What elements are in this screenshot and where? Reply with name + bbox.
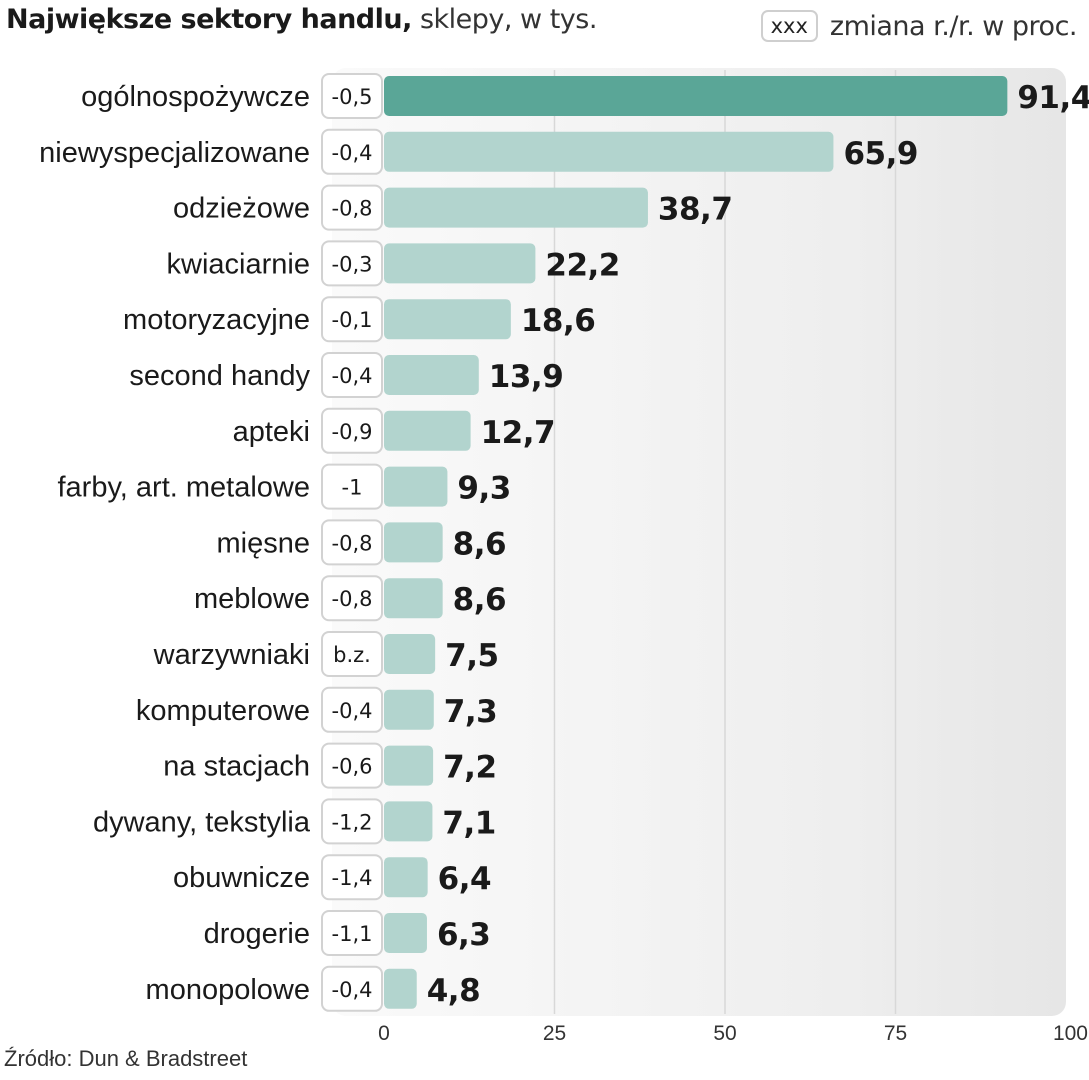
category-label: dywany, tekstylia: [93, 806, 311, 838]
change-value: -0,9: [332, 420, 373, 444]
bar: [384, 857, 428, 898]
change-value: -1,1: [332, 922, 373, 946]
category-label: second handy: [129, 360, 310, 392]
category-label: odzieżowe: [173, 193, 310, 225]
change-box: [321, 240, 383, 287]
category-label: obuwnicze: [173, 862, 310, 894]
x-tick-label: 50: [713, 1022, 736, 1045]
change-value: -1,2: [332, 810, 373, 834]
category-label: drogerie: [204, 918, 310, 950]
value-label: 65,9: [843, 136, 918, 172]
change-value: -1,4: [332, 866, 373, 890]
chart-title-bold: Największe sektory handlu,: [6, 4, 412, 35]
value-label: 6,4: [438, 861, 491, 897]
category-label: meblowe: [194, 583, 310, 615]
change-value: -0,4: [332, 364, 373, 388]
value-label: 7,1: [442, 805, 495, 841]
value-label: 7,3: [444, 694, 497, 730]
value-label: 91,4: [1017, 80, 1089, 116]
change-value: -0,8: [332, 531, 373, 555]
change-box: [321, 798, 383, 845]
source-note: Źródło: Dun & Bradstreet: [4, 1046, 248, 1071]
category-label: apteki: [233, 416, 310, 448]
value-label: 9,3: [457, 471, 510, 507]
bar: [384, 131, 834, 172]
x-tick-label: 0: [378, 1022, 390, 1045]
bar: [384, 466, 448, 507]
change-value: -0,4: [332, 141, 373, 165]
change-value: -0,5: [332, 85, 373, 109]
category-label: farby, art. metalowe: [57, 472, 310, 504]
category-label: monopolowe: [146, 974, 310, 1006]
value-label: 13,9: [489, 359, 563, 395]
category-label: komputerowe: [136, 695, 310, 727]
x-tick-label: 75: [884, 1022, 907, 1045]
change-value: -0,4: [332, 978, 373, 1002]
value-label: 22,2: [545, 247, 620, 283]
change-value: -0,8: [332, 587, 373, 611]
category-label: warzywniaki: [153, 639, 310, 671]
change-box: [321, 407, 383, 454]
change-box: [321, 742, 383, 789]
legend-box: xxx: [760, 10, 818, 42]
change-value: -0,3: [332, 252, 373, 276]
bar: [384, 689, 434, 730]
value-label: 38,7: [658, 192, 733, 228]
bar: [384, 355, 479, 395]
value-label: 8,6: [453, 582, 506, 618]
change-box: [321, 296, 383, 343]
bar: [384, 801, 433, 842]
legend-text: zmiana r./r. w proc.: [829, 10, 1078, 42]
bar: [384, 187, 648, 228]
change-value: b.z.: [333, 643, 371, 667]
x-tick-label: 25: [543, 1022, 566, 1045]
change-box: [321, 184, 383, 231]
change-box: [321, 854, 383, 901]
category-label: kwiaciarnie: [167, 248, 310, 280]
bar: [384, 299, 511, 340]
change-box: [321, 686, 383, 733]
change-value: -0,6: [332, 755, 373, 779]
change-box: [321, 910, 383, 956]
value-label: 7,5: [445, 638, 498, 674]
change-value: -0,8: [332, 197, 373, 221]
bar: [384, 745, 434, 786]
bar: [384, 578, 443, 619]
change-box: [321, 965, 383, 1012]
bar: [384, 76, 1008, 116]
value-label: 7,2: [443, 750, 496, 786]
change-box: [321, 631, 383, 677]
value-label: 6,3: [437, 917, 490, 953]
chart-title: Największe sektory handlu, sklepy, w tys…: [6, 4, 597, 35]
bar: [384, 410, 471, 451]
value-label: 8,6: [453, 526, 506, 562]
change-value: -0,4: [332, 699, 373, 723]
change-value: -1: [342, 476, 363, 500]
value-label: 12,7: [481, 415, 556, 451]
bar: [384, 522, 443, 563]
value-label: 4,8: [427, 973, 480, 1009]
category-label: niewyspecjalizowane: [39, 137, 310, 169]
change-value: -0,1: [332, 308, 373, 332]
bar: [384, 968, 417, 1009]
category-label: motoryzacyjne: [123, 304, 310, 336]
x-tick-label: 100: [1053, 1022, 1088, 1045]
category-label: mięsne: [217, 527, 311, 559]
legend: xxx zmiana r./r. w proc.: [760, 10, 1078, 42]
category-label: ogólnospożywcze: [81, 81, 310, 113]
value-label: 18,6: [521, 303, 596, 339]
bar: [384, 634, 436, 674]
change-box: [321, 463, 383, 510]
chart-title-subtitle: sklepy, w tys.: [411, 4, 597, 35]
bar: [384, 913, 427, 953]
change-box: [321, 352, 383, 398]
change-box: [321, 575, 383, 622]
change-box: [321, 73, 383, 119]
bar: [384, 243, 536, 284]
category-label: na stacjach: [163, 751, 310, 783]
change-box: [321, 128, 383, 175]
change-box: [321, 519, 383, 566]
